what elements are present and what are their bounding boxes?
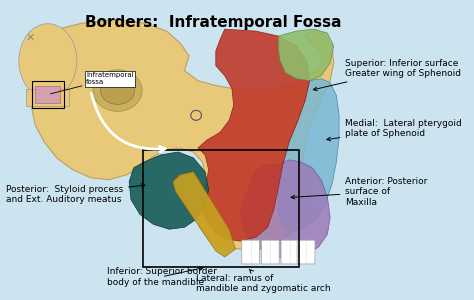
Ellipse shape bbox=[93, 70, 142, 111]
Ellipse shape bbox=[19, 24, 77, 98]
Ellipse shape bbox=[100, 77, 135, 104]
Text: Infratemporal
fossa: Infratemporal fossa bbox=[51, 72, 134, 94]
Text: Posterior:  Styloid process
and Ext. Auditory meatus: Posterior: Styloid process and Ext. Audi… bbox=[6, 184, 145, 204]
Text: Lateral: ramus of
mandible and zygomatic arch: Lateral: ramus of mandible and zygomatic… bbox=[196, 269, 331, 293]
Bar bbox=[32, 81, 64, 108]
Text: ✕: ✕ bbox=[26, 33, 35, 43]
Text: Superior: Inferior surface
Greater wing of Sphenoid: Superior: Inferior surface Greater wing … bbox=[313, 59, 461, 91]
Bar bbox=[143, 150, 299, 267]
Bar bbox=[36, 85, 60, 103]
Polygon shape bbox=[129, 152, 209, 229]
Polygon shape bbox=[278, 29, 334, 81]
Polygon shape bbox=[241, 160, 330, 259]
Text: Anterior: Posterior
surface of
Maxilla: Anterior: Posterior surface of Maxilla bbox=[291, 177, 428, 206]
FancyBboxPatch shape bbox=[261, 240, 279, 264]
Text: Borders:  Infratemporal Fossa: Borders: Infratemporal Fossa bbox=[85, 15, 341, 30]
Polygon shape bbox=[173, 172, 236, 257]
Polygon shape bbox=[278, 79, 339, 231]
FancyBboxPatch shape bbox=[297, 240, 315, 264]
Text: Inferior: Superior border
body of the mandible: Inferior: Superior border body of the ma… bbox=[107, 267, 217, 286]
FancyBboxPatch shape bbox=[281, 240, 299, 264]
Polygon shape bbox=[198, 29, 310, 241]
Polygon shape bbox=[32, 19, 334, 249]
Text: Medial:  Lateral pterygoid
plate of Sphenoid: Medial: Lateral pterygoid plate of Sphen… bbox=[327, 118, 462, 141]
FancyBboxPatch shape bbox=[242, 240, 260, 264]
Bar bbox=[27, 88, 69, 106]
